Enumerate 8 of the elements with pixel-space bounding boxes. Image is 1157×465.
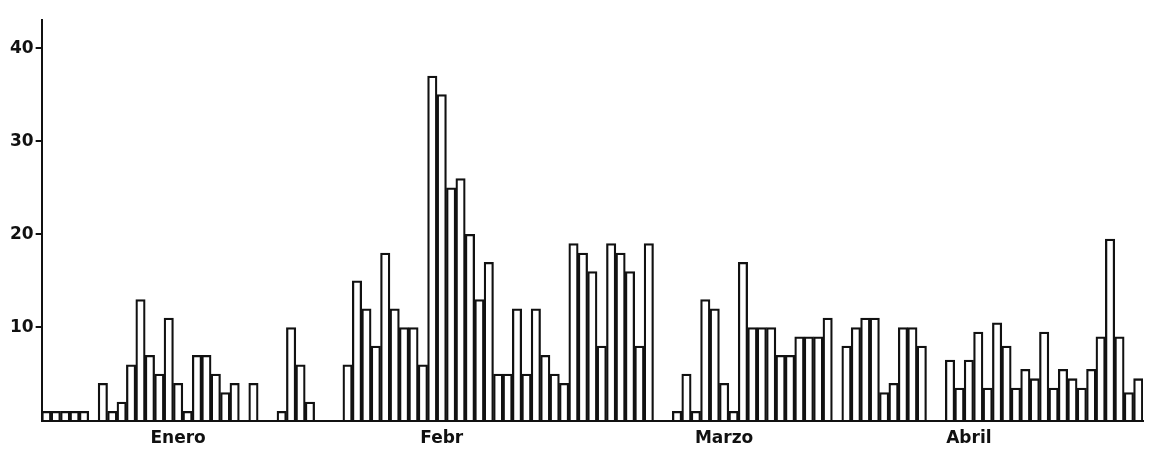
y-tick-label: 10: [9, 315, 34, 336]
x-tick-label: Marzo: [694, 427, 754, 448]
x-tick-label: Abril: [946, 427, 992, 448]
y-tick-label: 30: [9, 129, 34, 150]
x-tick-label: Enero: [150, 427, 206, 448]
x-tick-label: Febr: [420, 427, 464, 448]
y-tick-label: 40: [9, 36, 34, 57]
y-tick-label: 20: [9, 222, 34, 243]
